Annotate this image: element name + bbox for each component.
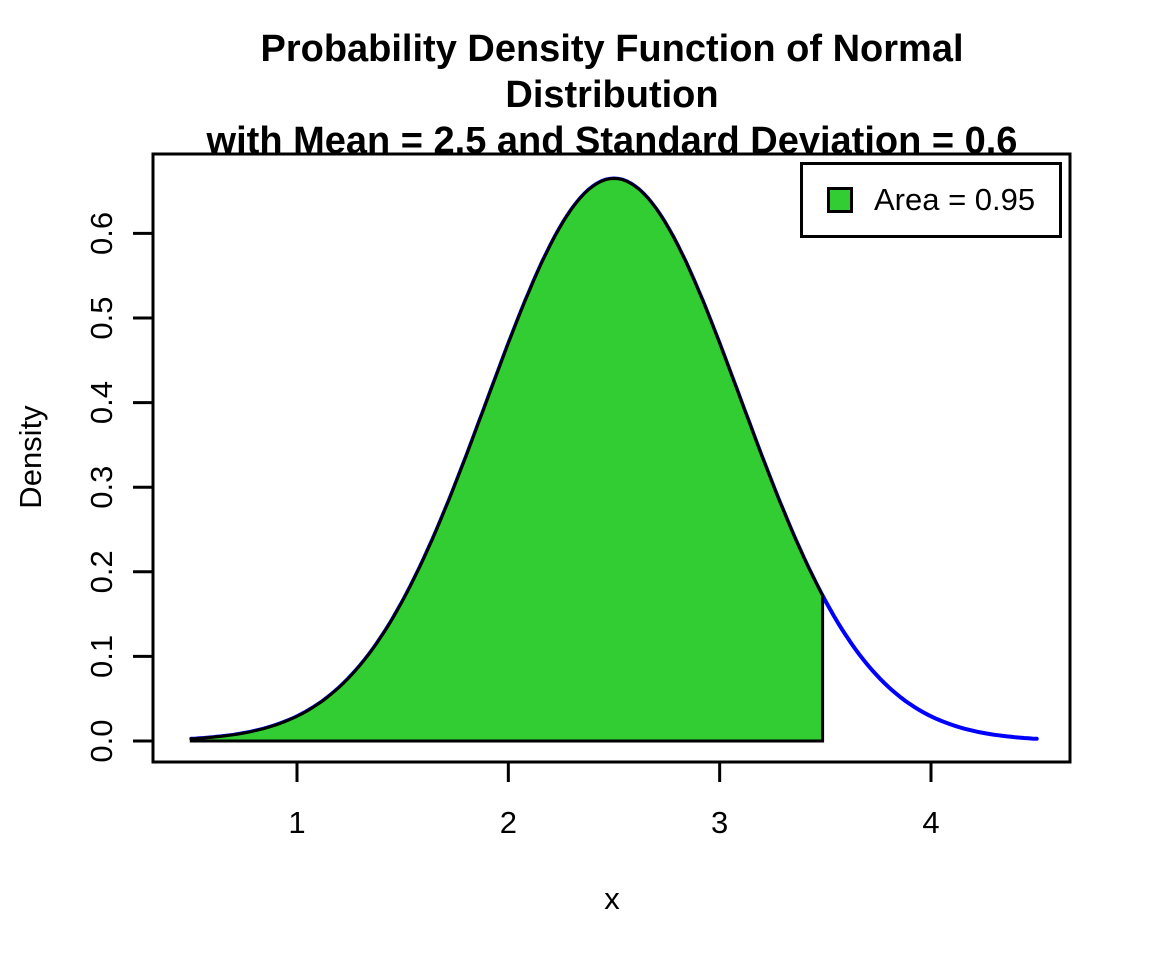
y-tick-label: 0.5 — [84, 296, 119, 339]
y-tick-label: 0.0 — [84, 719, 119, 762]
y-tick-label: 0.1 — [84, 635, 119, 678]
chart-title-line-1: Probability Density Function of Normal D… — [260, 28, 964, 116]
y-axis-label: Density — [13, 405, 48, 509]
y-tick-label: 0.2 — [84, 550, 119, 593]
plot-box — [151, 152, 1072, 764]
y-tick-label: 0.3 — [84, 466, 119, 509]
legend-label: Area = 0.95 — [874, 182, 1036, 217]
shaded-area — [189, 176, 825, 743]
y-tick-label: 0.6 — [84, 212, 119, 255]
x-tick-label: 2 — [500, 805, 517, 840]
legend: Area = 0.95 — [800, 162, 1062, 238]
x-tick-label: 4 — [922, 805, 939, 840]
x-axis-label: x — [604, 881, 620, 916]
y-tick-label: 0.4 — [84, 381, 119, 424]
legend-swatch — [827, 187, 853, 213]
x-tick-label: 1 — [288, 805, 305, 840]
x-tick-label: 3 — [711, 805, 728, 840]
